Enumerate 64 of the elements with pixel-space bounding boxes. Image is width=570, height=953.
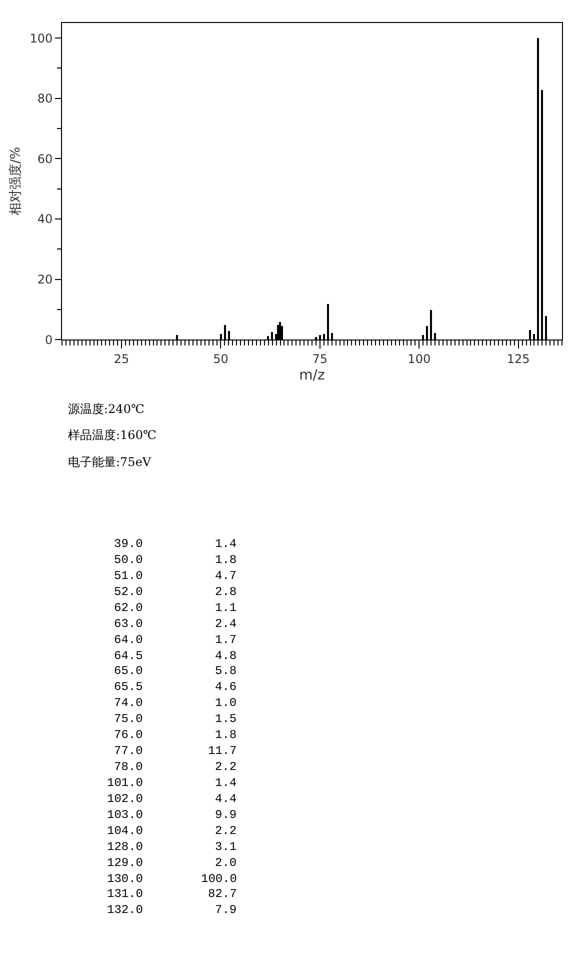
x-tick-label: 125 bbox=[506, 352, 530, 366]
text: 63.0 bbox=[114, 617, 143, 631]
text: 1.4 bbox=[215, 776, 237, 790]
text: 100.0 bbox=[201, 872, 238, 886]
text: 1.8 bbox=[215, 553, 237, 567]
text: 1.5 bbox=[215, 712, 237, 726]
text: 104.0 bbox=[107, 824, 144, 838]
text: 4.4 bbox=[215, 792, 237, 806]
text: 7.9 bbox=[215, 903, 237, 917]
text: 51.0 bbox=[114, 569, 143, 583]
text: 4.6 bbox=[215, 680, 237, 694]
text: 1.4 bbox=[215, 537, 237, 551]
text: 65.0 bbox=[114, 664, 143, 678]
x-tick-label: 25 bbox=[114, 352, 130, 366]
text: 52.0 bbox=[114, 585, 143, 599]
text: 2.2 bbox=[215, 760, 237, 774]
text: 39.0 bbox=[114, 537, 143, 551]
text: 130.0 bbox=[107, 872, 144, 886]
y-tick-label: 60 bbox=[37, 152, 53, 166]
text: 129.0 bbox=[107, 856, 144, 870]
text: 78.0 bbox=[114, 760, 143, 774]
text: 132.0 bbox=[107, 903, 144, 917]
text: 2.0 bbox=[215, 856, 237, 870]
text: 源温度:240℃ bbox=[68, 402, 144, 416]
text: 1.7 bbox=[215, 633, 237, 647]
text: 64.5 bbox=[114, 649, 143, 663]
x-tick-label: 75 bbox=[312, 352, 328, 366]
text: 9.9 bbox=[215, 808, 237, 822]
x-tick-label: 100 bbox=[408, 352, 431, 366]
y-tick-label: 40 bbox=[37, 212, 53, 226]
text: 2.4 bbox=[215, 617, 237, 631]
y-tick-label: 0 bbox=[44, 332, 53, 347]
text: 102.0 bbox=[107, 792, 144, 806]
text: 5.8 bbox=[215, 664, 237, 678]
text: 101.0 bbox=[107, 776, 144, 790]
text: 样品温度:160℃ bbox=[68, 428, 156, 442]
text: 1.8 bbox=[215, 728, 237, 742]
text: 4.7 bbox=[215, 569, 237, 583]
text: 82.7 bbox=[208, 887, 237, 901]
text: 1.1 bbox=[215, 601, 237, 615]
text: 3.1 bbox=[215, 840, 237, 854]
text: 50.0 bbox=[114, 553, 143, 567]
text: 65.5 bbox=[114, 680, 143, 694]
text: 128.0 bbox=[107, 840, 144, 854]
text: 4.8 bbox=[215, 649, 237, 663]
text: 2.8 bbox=[215, 585, 237, 599]
text: 62.0 bbox=[114, 601, 143, 615]
text: 74.0 bbox=[114, 696, 143, 710]
text: 77.0 bbox=[114, 744, 143, 758]
text: 64.0 bbox=[114, 633, 143, 647]
text: 电子能量:75eV bbox=[68, 455, 152, 469]
y-tick-label: 80 bbox=[37, 92, 53, 106]
text: 75.0 bbox=[114, 712, 143, 726]
y-axis-title: 相对强度/% bbox=[8, 146, 24, 216]
text: 103.0 bbox=[107, 808, 144, 822]
text: 76.0 bbox=[114, 728, 143, 742]
text: 131.0 bbox=[107, 887, 144, 901]
y-tick-label: 20 bbox=[37, 272, 53, 286]
y-tick-label: 100 bbox=[30, 31, 53, 46]
text: 1.0 bbox=[215, 696, 237, 710]
x-axis-title: m/z bbox=[299, 367, 325, 384]
text: 2.2 bbox=[215, 824, 237, 838]
x-tick-label: 50 bbox=[213, 352, 228, 366]
text: 11.7 bbox=[208, 744, 237, 758]
